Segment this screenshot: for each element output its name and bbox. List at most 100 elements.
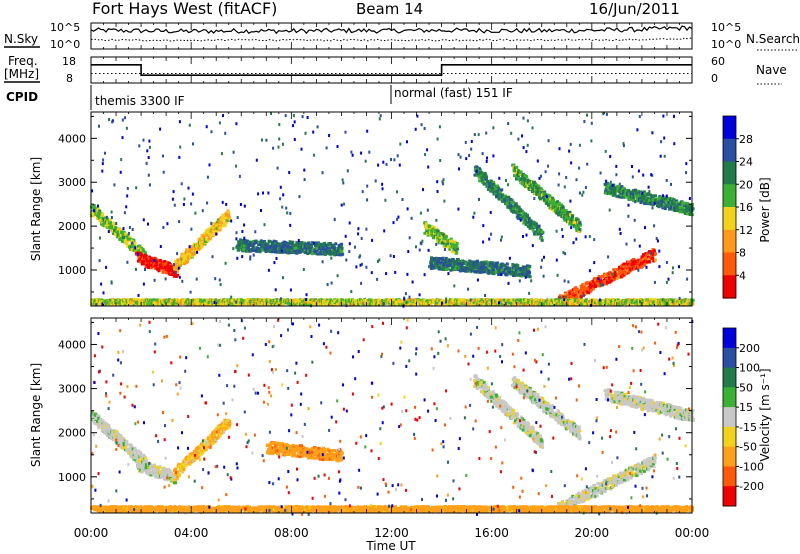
scatter-cell (552, 209, 556, 213)
scatter-cell (665, 198, 669, 202)
scatter-cell (303, 302, 307, 306)
scatter-cell (262, 244, 266, 248)
scatter-cell (608, 270, 612, 274)
scatter-cell (633, 267, 637, 271)
scatter-cell (328, 242, 332, 246)
scatter-cell (272, 239, 276, 243)
scatter-cell (563, 295, 566, 299)
scatter-cell (527, 179, 531, 183)
scatter-cell (521, 174, 525, 178)
scatter-cell (623, 193, 627, 197)
scatter-cell (145, 263, 149, 267)
scatter-cell (590, 284, 594, 288)
scatter-cell (676, 208, 679, 212)
scatter-cell (449, 298, 452, 302)
scatter-cell (585, 290, 589, 294)
scatter-cell (629, 191, 633, 195)
scatter-cell (604, 191, 608, 195)
scatter-cell (225, 302, 229, 306)
scatter-cell (325, 249, 329, 253)
scatter-cell (482, 262, 485, 266)
scatter-cell (160, 266, 164, 270)
scatter-cell (613, 192, 617, 196)
scatter-cell (449, 237, 453, 241)
scatter-cell (528, 271, 532, 275)
scatter-cell (145, 259, 149, 263)
scatter-cell (464, 262, 468, 266)
scatter-cell (606, 280, 609, 284)
scatter-cell (496, 186, 500, 190)
scatter-cell (230, 299, 234, 303)
scatter-cell (522, 221, 526, 225)
scatter-cell (539, 236, 543, 240)
scatter-cell (158, 258, 162, 262)
scatter-cell (472, 261, 476, 265)
scatter-cell (137, 248, 141, 252)
scatter-cell (642, 196, 646, 200)
scatter-cell (496, 261, 500, 265)
scatter-cell (528, 265, 532, 268)
scatter-cell (455, 247, 459, 251)
scatter-cell (257, 241, 261, 245)
scatter-cell (647, 257, 651, 261)
scatter-cell (612, 187, 616, 191)
scatter-cell (335, 250, 339, 254)
scatter-cell (246, 249, 250, 253)
scatter-cell (617, 187, 621, 191)
scatter-cell (585, 286, 589, 290)
scatter-cell (570, 291, 574, 295)
scatter-cell (149, 256, 153, 260)
scatter-cell (333, 253, 337, 257)
scatter-cell (494, 192, 498, 195)
scatter-cell (329, 302, 333, 306)
scatter-cell (348, 299, 352, 303)
scatter-cell (427, 228, 431, 232)
scatter-cell (564, 292, 567, 296)
scatter-cell (649, 193, 652, 197)
scatter-cell (292, 243, 296, 247)
scatter-cell (197, 299, 201, 303)
scatter-cell (164, 270, 168, 274)
scatter-cell (93, 298, 97, 302)
scatter-cell (637, 258, 641, 262)
frequency-line (91, 64, 692, 76)
scatter-cell (97, 211, 101, 215)
scatter-cell (203, 232, 207, 236)
scatter-cell (635, 191, 639, 195)
scatter-cell (503, 266, 507, 270)
scatter-cell (651, 198, 655, 201)
scatter-cell (330, 250, 334, 254)
scatter-cell (218, 220, 222, 224)
scatter-cell (568, 210, 572, 214)
scatter-cell (132, 298, 136, 302)
scatter-cell (489, 182, 493, 186)
scatter-cell (436, 231, 439, 235)
scatter-cell (127, 243, 131, 247)
scatter-cell (476, 259, 479, 263)
scatter-cell (542, 192, 546, 196)
scatter-cell (209, 231, 213, 235)
scatter-cell (154, 298, 157, 302)
scatter-cell (110, 224, 114, 228)
scatter-cell (181, 261, 185, 264)
scatter-cell (637, 191, 641, 195)
scatter-cell (638, 265, 642, 269)
scatter-cell (221, 218, 225, 222)
scatter-cell (605, 277, 609, 281)
date-label: 16/Jun/2011 (589, 0, 680, 18)
scatter-cell (494, 190, 498, 194)
scatter-cell (468, 264, 472, 268)
scatter-cell (580, 287, 583, 291)
scatter-cell (444, 237, 448, 241)
scatter-cell (660, 204, 664, 208)
scatter-cell (288, 240, 292, 244)
scatter-cell (320, 252, 324, 256)
scatter-cell (261, 247, 265, 251)
scatter-cell (665, 196, 669, 200)
scatter-cell (450, 239, 454, 243)
scatter-cell (500, 197, 503, 201)
scatter-cell (669, 203, 673, 207)
scatter-cell (354, 299, 358, 303)
scatter-cell (264, 302, 267, 306)
